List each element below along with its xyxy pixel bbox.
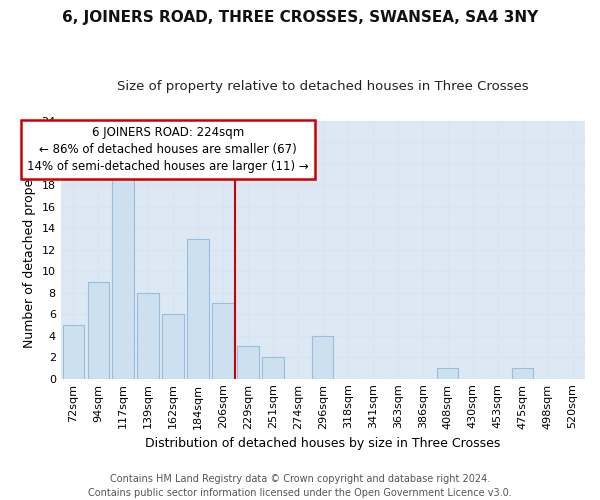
Y-axis label: Number of detached properties: Number of detached properties [23, 151, 36, 348]
Bar [137, 292, 158, 378]
Bar [312, 336, 334, 378]
Bar [437, 368, 458, 378]
Bar [112, 164, 134, 378]
Text: Contains HM Land Registry data © Crown copyright and database right 2024.
Contai: Contains HM Land Registry data © Crown c… [88, 474, 512, 498]
Text: 6 JOINERS ROAD: 224sqm
← 86% of detached houses are smaller (67)
14% of semi-det: 6 JOINERS ROAD: 224sqm ← 86% of detached… [27, 126, 309, 173]
Bar [163, 314, 184, 378]
Bar [212, 304, 233, 378]
Text: 6, JOINERS ROAD, THREE CROSSES, SWANSEA, SA4 3NY: 6, JOINERS ROAD, THREE CROSSES, SWANSEA,… [62, 10, 538, 25]
X-axis label: Distribution of detached houses by size in Three Crosses: Distribution of detached houses by size … [145, 437, 500, 450]
Bar [88, 282, 109, 378]
Bar [262, 357, 284, 378]
Title: Size of property relative to detached houses in Three Crosses: Size of property relative to detached ho… [117, 80, 529, 93]
Bar [238, 346, 259, 378]
Bar [512, 368, 533, 378]
Bar [187, 239, 209, 378]
Bar [62, 325, 84, 378]
